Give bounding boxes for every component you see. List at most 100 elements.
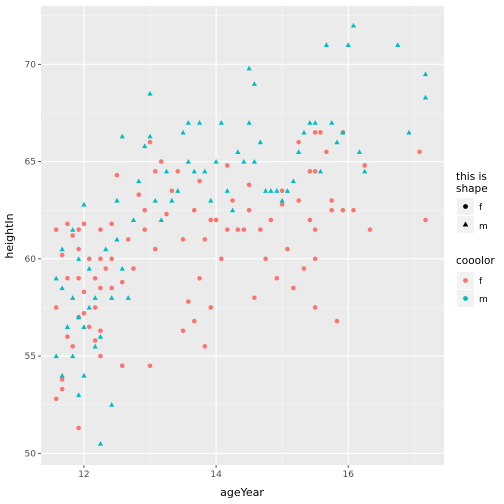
point-f (362, 163, 368, 168)
point-f (103, 266, 109, 271)
point-m (284, 188, 291, 193)
data-points (53, 22, 429, 446)
y-tick-label: 60 (25, 255, 37, 265)
shape-legend-label-m: m (479, 222, 488, 232)
point-m (202, 168, 208, 174)
point-m (97, 334, 104, 339)
point-f (92, 275, 98, 281)
shape-legend-circle-icon (463, 204, 468, 209)
point-f (86, 256, 92, 262)
point-m (218, 120, 224, 125)
point-m (229, 207, 236, 213)
point-f (53, 396, 59, 402)
point-f (334, 318, 340, 324)
x-axis-title: ageYear (220, 486, 264, 499)
point-f (318, 130, 323, 135)
point-m (251, 81, 257, 86)
point-m (406, 129, 412, 135)
shape-legend-triangle-icon (462, 221, 469, 227)
point-m (241, 158, 247, 164)
point-f (230, 198, 235, 203)
point-m (147, 133, 153, 139)
point-f (169, 188, 175, 194)
point-m (59, 285, 65, 291)
point-f (263, 256, 268, 262)
point-m (76, 314, 82, 320)
point-m (208, 197, 214, 203)
point-m (92, 343, 98, 349)
point-f (301, 266, 307, 271)
point-m (64, 324, 71, 329)
point-m (422, 94, 429, 100)
point-f (329, 207, 334, 213)
point-f (65, 221, 70, 227)
point-f (76, 246, 81, 252)
point-f (76, 275, 81, 281)
point-m (263, 188, 269, 193)
point-m (81, 324, 87, 329)
point-m (109, 402, 115, 407)
point-m (92, 295, 98, 300)
point-m (356, 149, 363, 154)
point-f (76, 425, 81, 431)
point-m (274, 188, 280, 193)
point-f (65, 275, 70, 281)
point-f (312, 256, 318, 262)
point-m (163, 168, 170, 174)
point-f (158, 159, 164, 164)
point-f (70, 233, 76, 238)
point-m (246, 65, 252, 71)
point-f (213, 217, 219, 223)
color-legend-circle-m-icon (463, 296, 468, 301)
point-m (142, 143, 148, 149)
point-f (258, 227, 263, 232)
point-m (97, 441, 104, 446)
point-f (351, 207, 356, 213)
y-tick-label: 55 (25, 352, 36, 362)
point-m (59, 246, 65, 252)
point-f (417, 149, 422, 155)
point-m (81, 201, 87, 207)
point-f (59, 252, 65, 258)
x-tick-label: 14 (210, 470, 222, 480)
point-f (312, 227, 318, 232)
point-m (76, 392, 82, 398)
point-m (53, 275, 59, 281)
point-m (312, 120, 318, 125)
point-f (142, 207, 148, 213)
point-f (175, 169, 181, 174)
point-f (202, 344, 208, 349)
point-m (279, 197, 285, 203)
point-f (59, 377, 65, 382)
point-f (324, 149, 329, 155)
point-f (131, 266, 136, 271)
point-m (307, 120, 313, 125)
point-f (219, 256, 224, 262)
point-m (422, 71, 429, 77)
point-f (152, 169, 158, 174)
point-f (279, 188, 285, 194)
point-m (70, 295, 76, 300)
point-m (86, 304, 92, 310)
axes: 12 14 16 50 55 60 65 70 (25, 60, 355, 480)
point-m (317, 168, 324, 174)
point-f (109, 285, 114, 291)
point-m (395, 42, 401, 47)
color-legend-label-f: f (479, 277, 483, 287)
point-m (76, 256, 82, 261)
point-f (98, 353, 103, 359)
point-m (196, 120, 203, 125)
point-m (114, 236, 120, 242)
point-f (191, 207, 197, 213)
point-m (130, 217, 137, 223)
point-f (92, 305, 98, 310)
point-f (98, 328, 103, 334)
point-m (53, 353, 59, 359)
point-f (53, 305, 59, 310)
point-m (86, 265, 92, 271)
point-m (158, 217, 164, 223)
point-f (186, 299, 191, 304)
point-m (251, 158, 257, 164)
point-f (246, 207, 252, 213)
